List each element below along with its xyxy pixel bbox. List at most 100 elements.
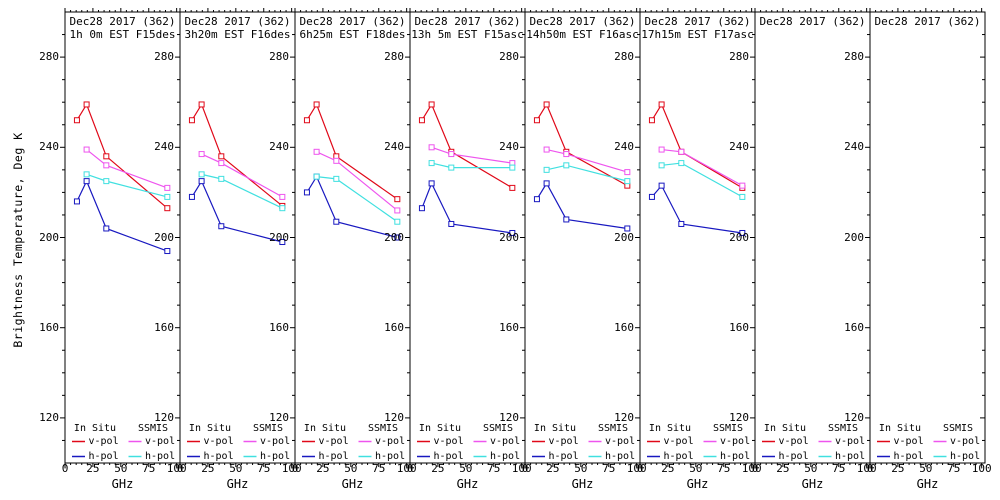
data-point-marker-insitu_h (418, 205, 425, 212)
x-tick-label: 100 (856, 462, 877, 475)
legend-vpol-label: v-pol (490, 435, 521, 447)
y-tick-label: 200 (729, 230, 749, 244)
y-tick-label: 120 (269, 410, 289, 424)
y-tick-label: 240 (729, 140, 749, 154)
x-tick-label: 50 (689, 462, 703, 475)
data-point-marker-ssmis_h (563, 162, 570, 169)
y-tick-label: 280 (39, 50, 59, 64)
series-line-insitu_h (306, 175, 398, 239)
legend-vpol-label: v-pol (835, 435, 866, 447)
data-point-marker-insitu_h (563, 216, 570, 223)
data-point-marker-insitu_v (428, 101, 435, 108)
x-axis-unit-label: GHz (226, 477, 249, 491)
data-point-marker-insitu_h (428, 180, 435, 187)
data-point-marker-insitu_h (333, 218, 340, 225)
series-line-insitu_h (536, 182, 628, 230)
x-tick-label: 25 (891, 462, 905, 475)
x-tick-label: 25 (546, 462, 560, 475)
panel-subtitle: 13h 5m EST F15asc (411, 28, 524, 41)
legend-hpol-label: h-pol (950, 450, 981, 462)
x-tick-label: 50 (344, 462, 358, 475)
data-point-marker-ssmis_v (624, 169, 631, 176)
data-point-marker-ssmis_h (509, 164, 516, 171)
y-tick-label: 120 (844, 410, 864, 424)
x-tick-label: 50 (459, 462, 473, 475)
data-point-marker-insitu_h (658, 182, 665, 189)
data-point-marker-insitu_v (648, 117, 655, 124)
data-point-marker-ssmis_h (218, 175, 225, 182)
y-tick-label: 120 (384, 410, 404, 424)
y-tick-label: 280 (499, 50, 519, 64)
data-point-marker-insitu_v (303, 117, 310, 124)
data-point-marker-insitu_v (509, 184, 516, 191)
legend-ssmis-header: SSMIS (827, 423, 859, 434)
legend-vpol-label: v-pol (375, 435, 406, 447)
panel-subtitle: 1h 0m EST F15des (69, 28, 176, 41)
y-tick-label: 240 (384, 140, 404, 154)
data-point-marker-insitu_h (188, 193, 195, 200)
x-tick-label: 25 (316, 462, 330, 475)
y-tick-label: 280 (154, 50, 174, 64)
legend-ssmis-header: SSMIS (367, 423, 399, 434)
x-axis-unit-label: GHz (916, 477, 939, 491)
legend-insitu-header: In Situ (303, 423, 347, 434)
legend-insitu-header: In Situ (73, 423, 117, 434)
series-line-ssmis_v (86, 149, 168, 189)
data-point-marker-ssmis_v (333, 157, 340, 164)
data-point-marker-ssmis_v (164, 184, 171, 191)
series-line-insitu_v (76, 103, 168, 209)
data-point-marker-ssmis_h (658, 162, 665, 169)
x-tick-label: 75 (257, 462, 271, 475)
x-axis-unit-label: GHz (341, 477, 364, 491)
data-point-marker-ssmis_v (448, 151, 455, 158)
series-line-insitu_v (191, 103, 283, 207)
x-tick-label: 100 (971, 462, 992, 475)
data-point-marker-insitu_h (509, 229, 516, 236)
y-tick-label: 200 (614, 230, 634, 244)
panel-subtitle: 17h15m EST F17asc (641, 28, 754, 41)
legend-ssmis-header: SSMIS (482, 423, 514, 434)
legend-vpol-label: v-pol (203, 435, 234, 447)
y-tick-label: 280 (729, 50, 749, 64)
data-point-marker-ssmis_v (394, 207, 401, 214)
legend-hpol-label: h-pol (88, 450, 119, 462)
panel-subtitle: 14h50m EST F16asc (526, 28, 639, 41)
legend-insitu-header: In Situ (418, 423, 462, 434)
data-point-marker-ssmis_v (198, 151, 205, 158)
y-tick-label: 120 (499, 410, 519, 424)
data-point-marker-insitu_v (198, 101, 205, 108)
x-tick-label: 0 (61, 462, 69, 475)
panel-title: Dec28 2017 (362) (184, 15, 291, 28)
y-tick-label: 240 (154, 140, 174, 154)
y-tick-label: 240 (844, 140, 864, 154)
series-line-ssmis_h (661, 162, 743, 198)
y-tick-label: 240 (269, 140, 289, 154)
data-point-marker-ssmis_h (279, 205, 286, 212)
y-tick-label: 160 (384, 320, 404, 334)
x-tick-label: 50 (804, 462, 818, 475)
legend-vpol-label: v-pol (720, 435, 751, 447)
legend-hpol-label: h-pol (375, 450, 406, 462)
y-tick-label: 160 (844, 320, 864, 334)
legend-hpol-label: h-pol (145, 450, 176, 462)
legend-hpol-label: h-pol (720, 450, 751, 462)
data-point-marker-ssmis_v (678, 148, 685, 155)
data-point-marker-insitu_v (73, 117, 80, 124)
data-point-marker-ssmis_h (739, 193, 746, 200)
y-tick-label: 160 (269, 320, 289, 334)
data-point-marker-ssmis_h (198, 171, 205, 178)
x-tick-label: 50 (574, 462, 588, 475)
series-line-ssmis_v (316, 151, 398, 211)
legend-hpol-label: h-pol (778, 450, 809, 462)
legend-hpol-label: h-pol (605, 450, 636, 462)
y-tick-label: 160 (39, 320, 59, 334)
legend-insitu-header: In Situ (763, 423, 807, 434)
series-line-insitu_v (306, 103, 398, 200)
x-tick-label: 75 (602, 462, 616, 475)
legend-hpol-label: h-pol (663, 450, 694, 462)
data-point-marker-insitu_v (533, 117, 540, 124)
data-point-marker-ssmis_v (103, 162, 110, 169)
legend-vpol-label: v-pol (778, 435, 809, 447)
x-tick-label: 100 (396, 462, 417, 475)
